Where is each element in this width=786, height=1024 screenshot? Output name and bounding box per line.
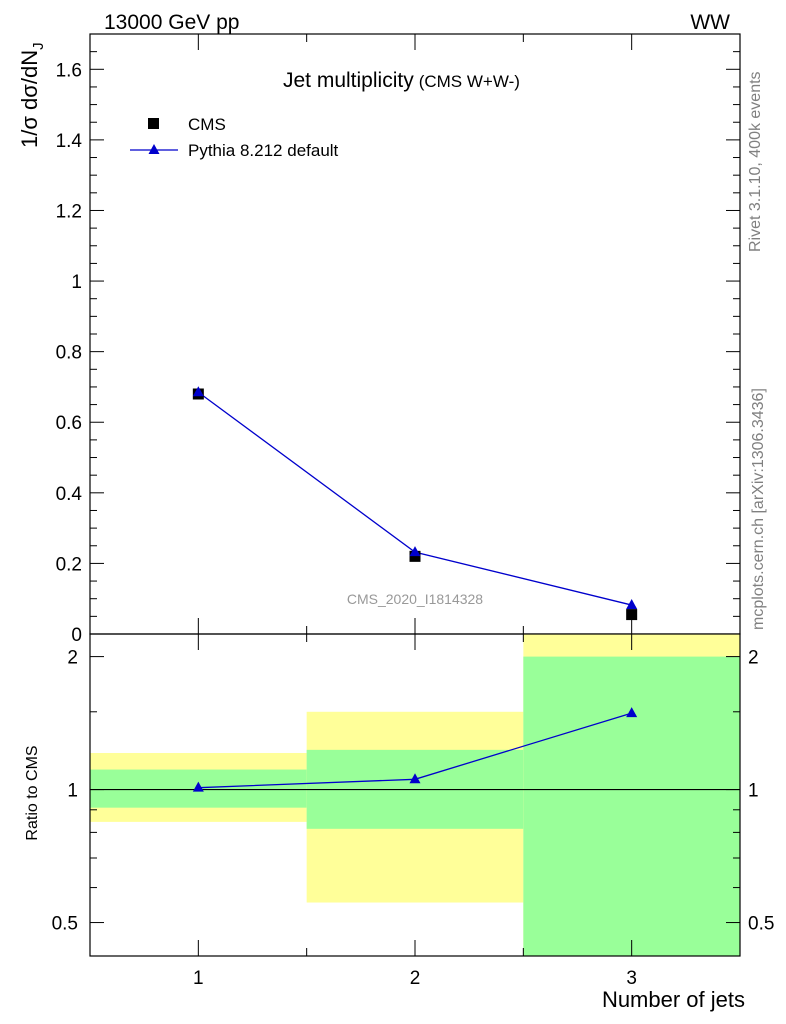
ratio-band-inner-3 [523, 656, 740, 956]
legend-mc-label: Pythia 8.212 default [188, 141, 339, 160]
rivet-label: Rivet 3.1.10, 400k events [747, 71, 764, 252]
x-tick-label: 2 [410, 968, 421, 989]
mc-line [197, 391, 632, 606]
ratio-ytick-label-right: 1 [748, 781, 759, 802]
mcplots-label: mcplots.cern.ch [arXiv:1306.3436] [750, 388, 767, 630]
ratio-ytick-label-left: 1 [67, 781, 78, 802]
main-panel: Jet multiplicity (CMS W+W-) CMS_2020_I181… [56, 33, 741, 646]
main-ytick-label: 0 [71, 625, 82, 646]
ratio-ytick-label-right: 0.5 [748, 914, 774, 935]
main-ytick-label: 0.6 [56, 413, 82, 434]
ratio-mc-point [626, 707, 638, 718]
cms-point [626, 609, 638, 621]
mc-point [409, 546, 421, 557]
ratio-panel: 1 2 3 0.5 0.5 1 1 2 2 [52, 633, 774, 989]
process-label: WW [690, 11, 730, 34]
main-ytick-label: 1 [71, 272, 82, 293]
main-ytick-label: 1.2 [56, 201, 82, 222]
analysis-id: CMS_2020_I1814328 [347, 591, 483, 607]
x-tick-label: 1 [193, 968, 204, 989]
ratio-mc-point [409, 773, 421, 784]
main-ylabel: 1/σ dσ/dNJ [17, 42, 47, 148]
main-ytick-label: 0.8 [56, 343, 82, 364]
main-ytick-label: 1.4 [56, 131, 83, 152]
legend-cms-marker [148, 118, 159, 129]
beam-label: 13000 GeV pp [104, 11, 239, 34]
mc-point [626, 599, 638, 610]
x-tick-label: 3 [626, 968, 637, 989]
main-ylabel-subscript: J [30, 42, 47, 50]
ratio-ytick-label-left: 2 [67, 648, 78, 669]
chart-title: Jet multiplicity (CMS W+W-) [283, 69, 520, 92]
chart-subtitle: (CMS W+W-) [419, 72, 520, 91]
main-ytick-label: 0.2 [56, 554, 82, 575]
cms-point [409, 550, 421, 562]
ratio-ytick-label-left: 0.5 [52, 914, 78, 935]
ratio-mc-point [192, 781, 204, 792]
ratio-ylabel: Ratio to CMS [24, 745, 41, 840]
chart-title-text: Jet multiplicity [283, 69, 414, 92]
legend-cms-label: CMS [188, 115, 226, 134]
mc-point [192, 386, 204, 397]
x-axis-title: Number of jets [602, 987, 745, 1012]
legend-mc-marker [148, 144, 160, 154]
main-ylabel-text: 1/σ dσ/dN [17, 50, 42, 148]
legend: CMS Pythia 8.212 default [130, 115, 339, 160]
main-ytick-label: 1.6 [56, 60, 82, 81]
ratio-ytick-label-right: 2 [748, 648, 759, 669]
main-ytick-label: 0.4 [56, 484, 83, 505]
